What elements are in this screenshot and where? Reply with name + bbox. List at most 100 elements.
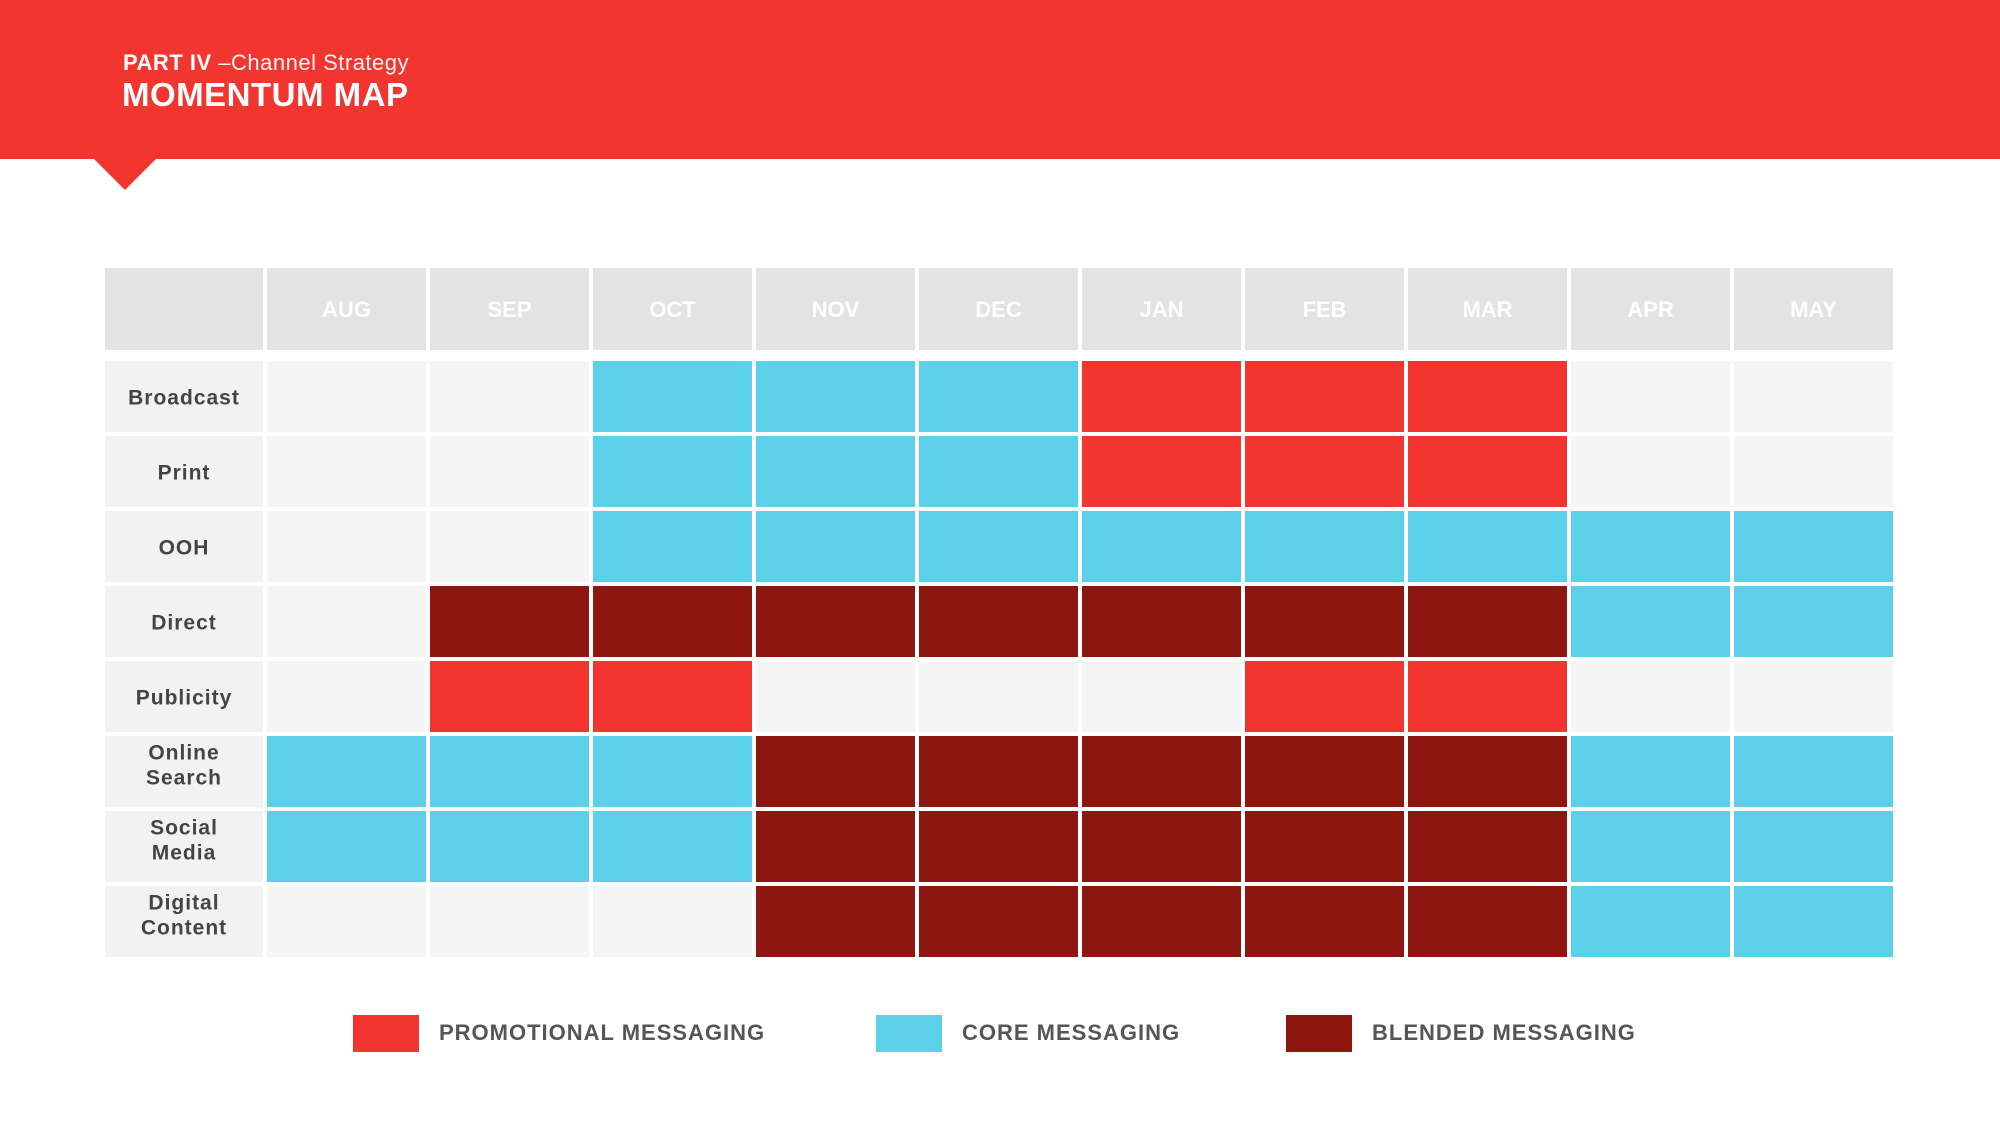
blended-cell <box>1245 811 1404 882</box>
core-cell <box>1082 511 1241 582</box>
month-header-cell <box>1408 268 1567 350</box>
promotional-cell <box>1082 436 1241 507</box>
channel-row-label: Broadcast <box>128 387 240 410</box>
blended-cell <box>919 586 1078 657</box>
blended-cell <box>1408 586 1567 657</box>
month-tick-label: JAN <box>1139 297 1183 322</box>
empty-cell <box>430 511 589 582</box>
channel-row-label: Digital Content <box>141 892 227 940</box>
blended-cell <box>756 736 915 807</box>
core-cell <box>1571 586 1730 657</box>
promotional-cell <box>1408 661 1567 732</box>
core-cell <box>267 736 426 807</box>
legend-swatch-blended <box>1286 1014 1352 1052</box>
channel-row-label: Print <box>158 462 211 485</box>
month-tick-label: FEB <box>1303 297 1347 322</box>
blended-cell <box>1245 736 1404 807</box>
core-cell <box>1734 736 1893 807</box>
empty-cell <box>1082 661 1241 732</box>
blended-cell <box>430 586 589 657</box>
promotional-cell <box>1082 361 1241 432</box>
core-cell <box>593 736 752 807</box>
core-cell <box>593 811 752 882</box>
core-cell <box>593 436 752 507</box>
empty-cell <box>430 361 589 432</box>
month-tick-label: APR <box>1627 297 1674 322</box>
core-cell <box>430 811 589 882</box>
blended-cell <box>1082 586 1241 657</box>
core-cell <box>1571 511 1730 582</box>
header-pointer <box>93 158 157 190</box>
month-header-cell <box>1734 268 1893 350</box>
core-cell <box>593 361 752 432</box>
empty-cell <box>267 511 426 582</box>
month-header-cell <box>1571 268 1730 350</box>
core-cell <box>1571 886 1730 957</box>
core-cell <box>267 811 426 882</box>
blended-cell <box>756 586 915 657</box>
empty-cell <box>267 436 426 507</box>
channel-row-label: Direct <box>151 612 217 635</box>
promotional-cell <box>1408 361 1567 432</box>
legend-label-promotional: PROMOTIONAL MESSAGING <box>439 1020 766 1045</box>
core-cell <box>919 361 1078 432</box>
month-tick-label: OCT <box>649 297 696 322</box>
month-header-cell <box>430 268 589 350</box>
empty-cell <box>1571 661 1730 732</box>
promotional-cell <box>1245 436 1404 507</box>
legend-promotional: PROMOTIONAL MESSAGING <box>353 1014 765 1052</box>
core-cell <box>1734 811 1893 882</box>
blended-cell <box>919 886 1078 957</box>
month-header-cell <box>919 268 1078 350</box>
page-title: MOMENTUM MAP <box>122 76 409 113</box>
promotional-cell <box>1245 661 1404 732</box>
row-label-cell <box>105 511 263 582</box>
empty-cell <box>430 886 589 957</box>
promotional-cell <box>1408 436 1567 507</box>
promotional-cell <box>430 661 589 732</box>
core-cell <box>1734 586 1893 657</box>
legend-swatch-core <box>876 1014 942 1052</box>
empty-cell <box>1734 436 1893 507</box>
empty-cell <box>593 886 752 957</box>
month-header-cell <box>756 268 915 350</box>
core-cell <box>1408 511 1567 582</box>
section-kicker: PART IV –Channel Strategy <box>123 50 409 76</box>
core-cell <box>756 361 915 432</box>
month-header-cell <box>1245 268 1404 350</box>
empty-cell <box>267 586 426 657</box>
promotional-cell <box>593 661 752 732</box>
channel-row-label: Social Media <box>150 817 218 865</box>
empty-cell <box>1571 436 1730 507</box>
blended-cell <box>756 811 915 882</box>
legend-blended: BLENDED MESSAGING <box>1286 1014 1636 1052</box>
blended-cell <box>919 736 1078 807</box>
month-tick-label: NOV <box>812 297 860 322</box>
channel-row-label: Publicity <box>136 687 233 710</box>
month-tick-label: AUG <box>322 297 371 322</box>
blended-cell <box>593 586 752 657</box>
row-label-cell <box>105 361 263 432</box>
core-cell <box>1734 511 1893 582</box>
blended-cell <box>1082 736 1241 807</box>
blended-cell <box>1245 586 1404 657</box>
row-label-cell <box>105 586 263 657</box>
core-cell <box>756 436 915 507</box>
blended-cell <box>1408 886 1567 957</box>
row-label-cell <box>105 886 263 957</box>
empty-cell <box>430 436 589 507</box>
part-label: PART IV <box>123 50 212 75</box>
core-cell <box>593 511 752 582</box>
core-cell <box>919 436 1078 507</box>
empty-cell <box>1734 661 1893 732</box>
section-subtitle: –Channel Strategy <box>218 50 410 75</box>
empty-cell <box>1734 361 1893 432</box>
legend-core: CORE MESSAGING <box>876 1014 1180 1052</box>
month-tick-label: MAR <box>1462 297 1512 322</box>
legend-label-blended: BLENDED MESSAGING <box>1372 1020 1636 1045</box>
blended-cell <box>1082 811 1241 882</box>
channel-row-label: Online Search <box>146 742 222 790</box>
month-tick-label: DEC <box>975 297 1022 322</box>
month-header-cell <box>593 268 752 350</box>
